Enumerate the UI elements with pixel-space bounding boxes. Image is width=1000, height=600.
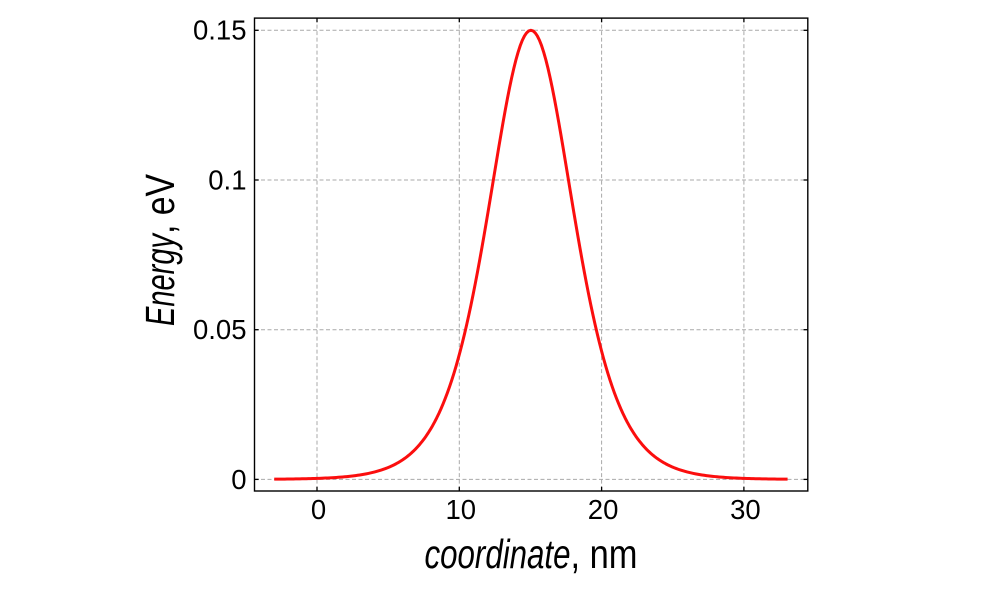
svg-text:0: 0 bbox=[311, 494, 326, 525]
svg-text:0: 0 bbox=[231, 464, 246, 495]
svg-text:20: 20 bbox=[588, 494, 619, 525]
svg-text:10: 10 bbox=[446, 494, 477, 525]
svg-text:, nm: , nm bbox=[571, 531, 638, 577]
svg-text:0.05: 0.05 bbox=[193, 314, 247, 345]
svg-text:0.1: 0.1 bbox=[208, 164, 246, 195]
svg-text:, eV: , eV bbox=[137, 173, 183, 234]
svg-text:30: 30 bbox=[730, 494, 761, 525]
svg-text:Energy: Energy bbox=[137, 232, 183, 326]
svg-text:coordinate: coordinate bbox=[425, 531, 571, 577]
svg-text:0.15: 0.15 bbox=[193, 15, 247, 46]
